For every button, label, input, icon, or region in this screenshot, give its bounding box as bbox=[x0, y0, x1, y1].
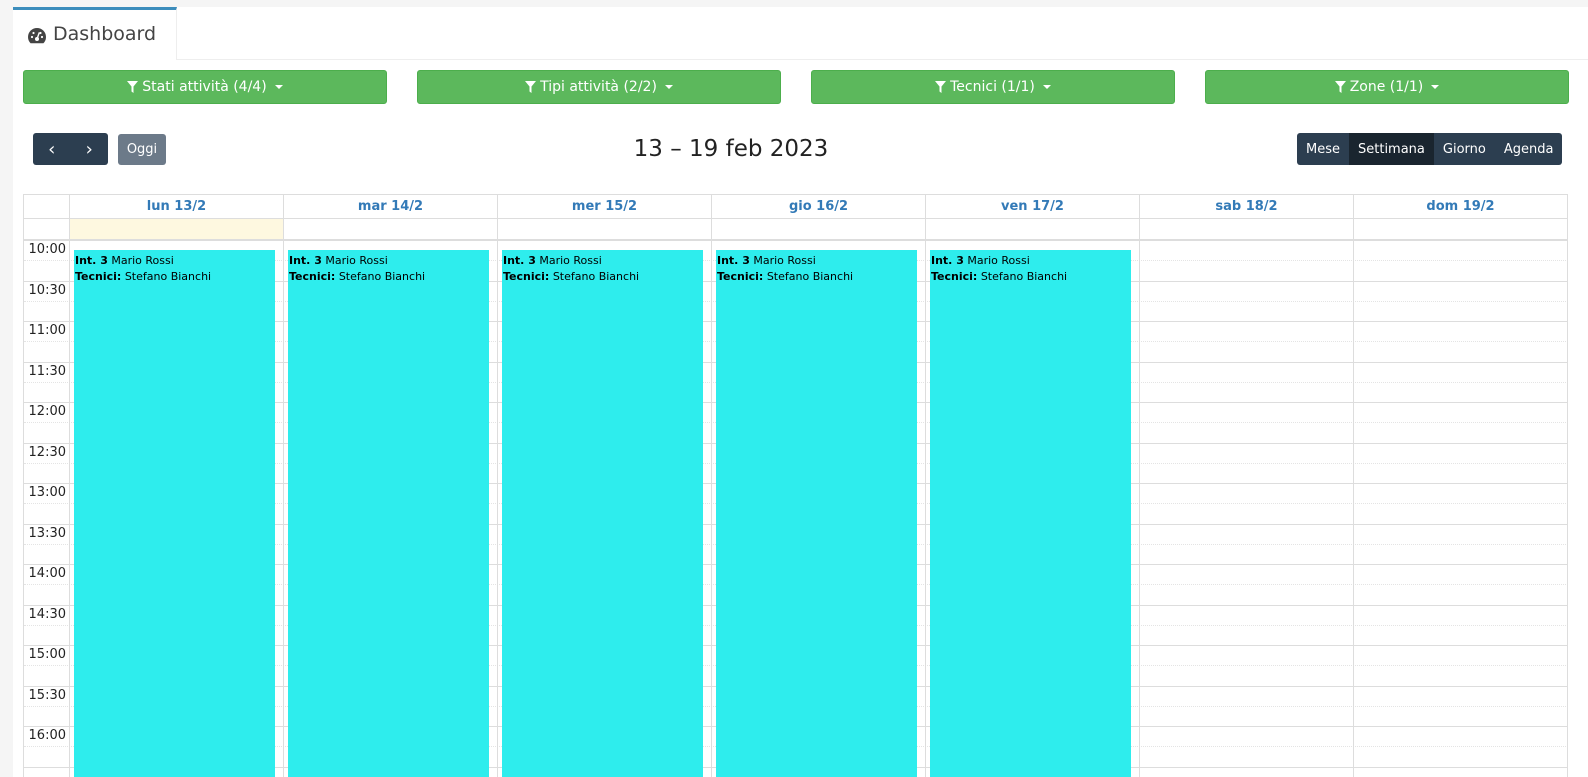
next-button[interactable]: › bbox=[85, 138, 93, 160]
view-agenda[interactable]: Agenda bbox=[1503, 141, 1554, 157]
day-column[interactable]: Int. 3 Mario Rossi Tecnici: Stefano Bianc… bbox=[70, 240, 284, 777]
today-button[interactable]: Oggi bbox=[118, 134, 166, 165]
calendar-event[interactable]: Int. 3 Mario Rossi Tecnici: Stefano Bianc… bbox=[288, 250, 489, 777]
time-slot bbox=[24, 240, 1568, 260]
time-label: 14:00 bbox=[28, 566, 66, 581]
time-label: 11:30 bbox=[28, 363, 66, 379]
filter-label: Stati attività (4/4) bbox=[142, 79, 267, 95]
time-label: 15:30 bbox=[28, 687, 66, 703]
allday-cell[interactable] bbox=[70, 219, 284, 240]
day-header[interactable]: gio 16/2 bbox=[712, 195, 926, 219]
week-calendar: lun 13/2 mar 14/2 mer 15/2 gio 16/2 ven 17/2… bbox=[23, 194, 1568, 777]
gutter-divider bbox=[69, 195, 70, 777]
filter-icon bbox=[1334, 81, 1346, 93]
day-column[interactable] bbox=[1140, 240, 1354, 777]
time-label: 16:00 bbox=[28, 728, 66, 743]
time-label: 12:30 bbox=[28, 444, 66, 460]
day-header[interactable]: ven 17/2 bbox=[926, 195, 1140, 219]
view-giorno[interactable]: Giorno bbox=[1442, 141, 1486, 157]
filter-button[interactable]: Stati attività (4/4) bbox=[23, 70, 387, 104]
allday-cell[interactable] bbox=[926, 219, 1140, 240]
main: Dashboard Stati attività (4/4) Tipi attiv… bbox=[13, 7, 1588, 777]
header-gutter bbox=[24, 195, 70, 219]
calendar-title: 13 – 19 feb 2023 bbox=[633, 136, 829, 162]
prev-button[interactable]: ‹ bbox=[48, 138, 56, 160]
allday-gutter bbox=[24, 219, 70, 240]
day-header[interactable]: dom 19/2 bbox=[1354, 195, 1568, 219]
day-column[interactable]: Int. 3 Mario Rossi Tecnici: Stefano Bianc… bbox=[498, 240, 712, 777]
view-mese[interactable]: Mese bbox=[1306, 141, 1340, 157]
allday-cell[interactable] bbox=[1140, 219, 1354, 240]
time-label: 11:00 bbox=[28, 323, 66, 338]
event-technicians: Tecnici: Stefano Bianchi bbox=[75, 270, 212, 283]
allday-cell[interactable] bbox=[1354, 219, 1568, 240]
day-column[interactable] bbox=[1354, 240, 1568, 777]
day-header[interactable]: sab 18/2 bbox=[1140, 195, 1354, 219]
filter-button[interactable]: Zone (1/1) bbox=[1205, 70, 1569, 104]
event-technicians: Tecnici: Stefano Bianchi bbox=[289, 270, 426, 283]
caret-down-icon bbox=[664, 85, 673, 89]
filter-label: Zone (1/1) bbox=[1349, 79, 1424, 95]
time-label: 13:30 bbox=[28, 525, 66, 541]
day-header[interactable]: mar 14/2 bbox=[284, 195, 498, 219]
tab-dashboard[interactable]: Dashboard bbox=[13, 7, 177, 60]
event-technicians: Tecnici: Stefano Bianchi bbox=[503, 270, 640, 283]
event-title: Int. 3 Mario Rossi bbox=[75, 254, 174, 267]
caret-down-icon bbox=[1042, 85, 1051, 89]
filter-icon bbox=[127, 81, 139, 93]
filter-button[interactable]: Tecnici (1/1) bbox=[811, 70, 1175, 104]
filter-button[interactable]: Tipi attività (2/2) bbox=[417, 70, 781, 104]
time-label: 10:00 bbox=[28, 242, 66, 257]
view-settimana[interactable]: Settimana bbox=[1349, 133, 1434, 165]
event-title: Int. 3 Mario Rossi bbox=[931, 254, 1030, 267]
time-label: 12:00 bbox=[28, 404, 66, 419]
filter-label: Tecnici (1/1) bbox=[950, 79, 1035, 95]
allday-cell[interactable] bbox=[284, 219, 498, 240]
event-title: Int. 3 Mario Rossi bbox=[717, 254, 816, 267]
day-column[interactable]: Int. 3 Mario Rossi Tecnici: Stefano Bianc… bbox=[284, 240, 498, 777]
day-column[interactable]: Int. 3 Mario Rossi Tecnici: Stefano Bianc… bbox=[712, 240, 926, 777]
day-header[interactable]: mer 15/2 bbox=[498, 195, 712, 219]
time-label: 15:00 bbox=[28, 647, 66, 662]
filter-icon bbox=[935, 81, 947, 93]
event-title: Int. 3 Mario Rossi bbox=[503, 254, 602, 267]
day-header[interactable]: lun 13/2 bbox=[70, 195, 284, 219]
caret-down-icon bbox=[1431, 85, 1440, 89]
tab-label: Dashboard bbox=[53, 23, 157, 45]
filter-label: Tipi attività (2/2) bbox=[540, 79, 657, 95]
dashboard-icon bbox=[28, 28, 46, 44]
tab-bar: Dashboard bbox=[13, 7, 1588, 60]
time-label: 14:30 bbox=[28, 606, 66, 622]
allday-cell[interactable] bbox=[498, 219, 712, 240]
calendar-event[interactable]: Int. 3 Mario Rossi Tecnici: Stefano Bianc… bbox=[716, 250, 917, 777]
filter-icon bbox=[525, 81, 537, 93]
calendar-event[interactable]: Int. 3 Mario Rossi Tecnici: Stefano Bianc… bbox=[502, 250, 703, 777]
event-technicians: Tecnici: Stefano Bianchi bbox=[717, 270, 854, 283]
calendar-event[interactable]: Int. 3 Mario Rossi Tecnici: Stefano Bianc… bbox=[74, 250, 275, 777]
view-switcher: Mese Settimana Giorno Agenda bbox=[1297, 133, 1563, 165]
calendar-event[interactable]: Int. 3 Mario Rossi Tecnici: Stefano Bianc… bbox=[930, 250, 1131, 777]
caret-down-icon bbox=[274, 85, 283, 89]
time-label: 13:00 bbox=[28, 485, 66, 500]
time-label: 10:30 bbox=[28, 282, 66, 298]
event-technicians: Tecnici: Stefano Bianchi bbox=[931, 270, 1068, 283]
allday-cell[interactable] bbox=[712, 219, 926, 240]
day-column[interactable]: Int. 3 Mario Rossi Tecnici: Stefano Bianc… bbox=[926, 240, 1140, 777]
event-title: Int. 3 Mario Rossi bbox=[289, 254, 388, 267]
nav-buttons: ‹ › bbox=[33, 133, 108, 165]
